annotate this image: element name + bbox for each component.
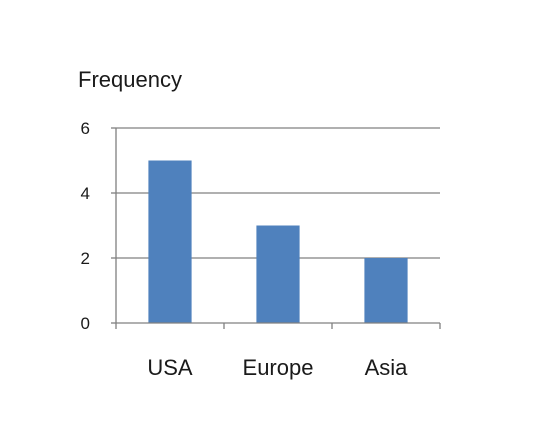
x-tick-label: USA [147,355,193,380]
axes [111,127,441,329]
y-tick-labels: 0 2 4 6 [81,119,90,333]
y-tick-label: 0 [81,314,90,333]
x-tick-label: Asia [365,355,409,380]
y-axis-title: Frequency [78,67,182,92]
y-tick-label: 6 [81,119,90,138]
bar-europe [256,225,300,323]
bars [148,160,408,323]
bar-usa [148,160,192,323]
bar-asia [364,258,408,323]
y-tick-label: 2 [81,249,90,268]
y-tick-label: 4 [81,184,90,203]
x-tick-label: Europe [243,355,314,380]
x-tick-labels: USA Europe Asia [147,355,408,380]
